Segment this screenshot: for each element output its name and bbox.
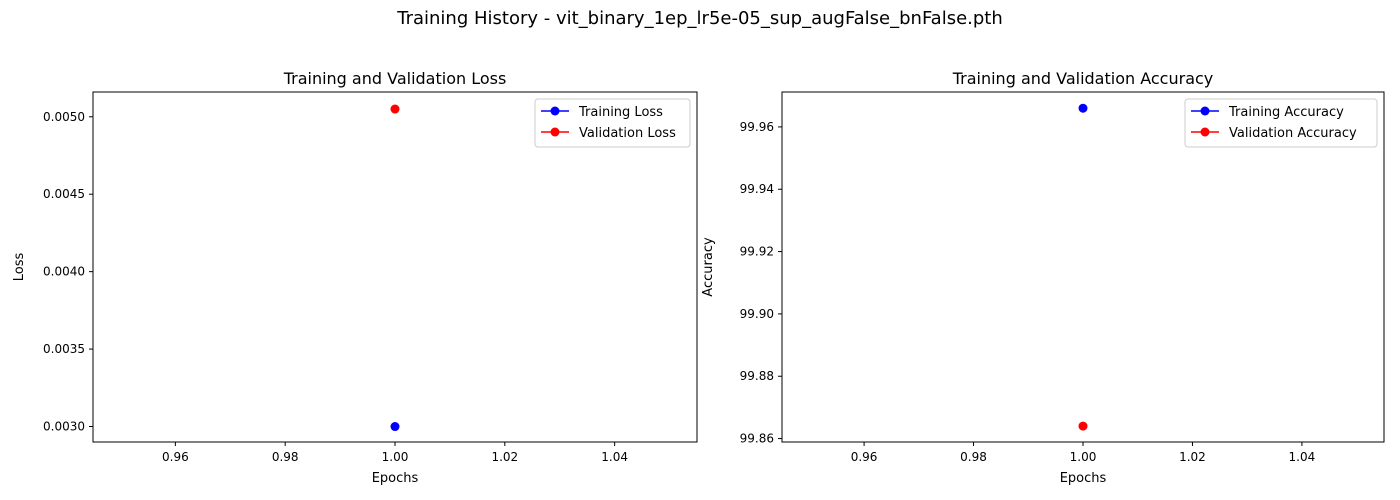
accuracy-legend-box (1184, 98, 1378, 148)
loss-y-tick-label: 0.0030 (43, 420, 85, 434)
accuracy-x-tick-label: 1.04 (1289, 450, 1316, 464)
accuracy-y-tick-label: 99.94 (740, 182, 774, 196)
loss-chart-title: Training and Validation Loss (283, 69, 507, 88)
accuracy-x-tick-label: 0.98 (960, 450, 987, 464)
loss-y-tick-label: 0.0035 (43, 342, 85, 356)
validation-loss-legend-marker (550, 127, 560, 137)
training-accuracy-legend-marker (1200, 106, 1210, 116)
loss-legend-box (534, 98, 691, 148)
validation-accuracy-legend-label: Validation Accuracy (1229, 126, 1357, 141)
figure-title: Training History - vit_binary_1ep_lr5e-0… (396, 8, 1003, 29)
validation-loss-legend-label: Validation Loss (579, 126, 676, 141)
accuracy-x-axis-label: Epochs (1060, 471, 1107, 486)
accuracy-x-tick-label: 1.00 (1070, 450, 1097, 464)
loss-x-tick-label: 0.96 (162, 450, 189, 464)
loss-x-tick-label: 1.04 (601, 450, 628, 464)
validation-loss-point (390, 104, 400, 114)
accuracy-chart: Training and Validation Accuracy 0.96 0.98… (701, 69, 1385, 486)
loss-y-axis-label: Loss (12, 253, 27, 282)
validation-accuracy-legend-marker (1200, 127, 1210, 137)
loss-y-tick-label: 0.0045 (43, 187, 85, 201)
training-accuracy-point (1078, 103, 1088, 113)
accuracy-y-tick-label: 99.92 (740, 245, 774, 259)
accuracy-y-tick-label: 99.90 (740, 307, 774, 321)
loss-y-tick-label: 0.0040 (43, 265, 85, 279)
training-loss-point (390, 422, 400, 432)
accuracy-x-tick-label: 1.02 (1179, 450, 1206, 464)
accuracy-y-tick-label: 99.96 (740, 120, 774, 134)
training-accuracy-legend-label: Training Accuracy (1228, 105, 1344, 120)
loss-x-tick-label: 1.02 (491, 450, 518, 464)
accuracy-x-tick-label: 0.96 (851, 450, 878, 464)
loss-x-axis-label: Epochs (372, 471, 419, 486)
loss-x-tick-label: 0.98 (272, 450, 299, 464)
loss-y-tick-label: 0.0050 (43, 110, 85, 124)
accuracy-y-axis-label: Accuracy (701, 237, 716, 297)
validation-accuracy-point (1078, 421, 1088, 431)
loss-chart: Training and Validation Loss 0.96 0.98 1.00… (12, 69, 698, 486)
accuracy-y-tick-label: 99.86 (740, 432, 774, 446)
training-loss-legend-label: Training Loss (578, 105, 663, 120)
training-loss-legend-marker (550, 106, 560, 116)
loss-x-tick-label: 1.00 (382, 450, 409, 464)
accuracy-y-tick-label: 99.88 (740, 369, 774, 383)
accuracy-chart-title: Training and Validation Accuracy (952, 69, 1214, 88)
